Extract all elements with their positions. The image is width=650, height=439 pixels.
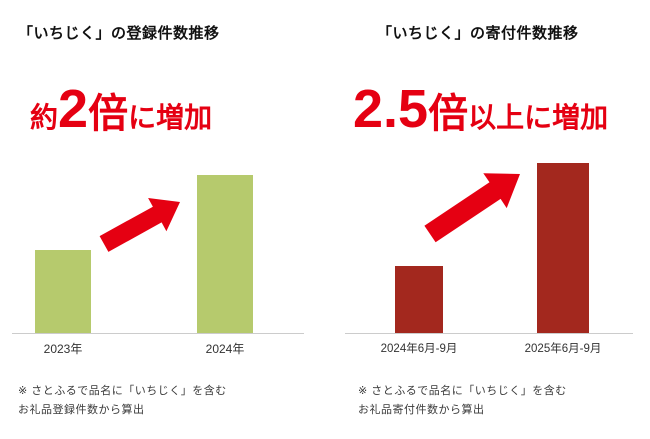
increase-headline: 約2倍に増加 xyxy=(30,82,212,136)
footnote-line: お礼品寄付件数から算出 xyxy=(358,404,485,416)
x-axis-label-2024-jun-sep: 2024年6月-9月 xyxy=(380,343,458,355)
x-axis-line xyxy=(12,333,304,334)
headline-prefix: 約 xyxy=(30,102,59,133)
footnote: ※ さとふるで品名に「いちじく」を含む お礼品登録件数から算出 xyxy=(18,382,227,420)
increase-headline: 2.5倍以上に増加 xyxy=(353,82,608,136)
donation-trend-chart: 「いちじく」の寄付件数推移 2.5倍以上に増加 2024年6月-9月 2025年… xyxy=(325,0,650,439)
footnote: ※ さとふるで品名に「いちじく」を含む お礼品寄付件数から算出 xyxy=(358,382,567,420)
x-axis-line xyxy=(345,333,633,334)
chart-title: 「いちじく」の登録件数推移 xyxy=(18,25,220,42)
x-axis-label-2025-jun-sep: 2025年6月-9月 xyxy=(524,343,602,355)
headline-suffix: 以上に増加 xyxy=(468,102,609,133)
bar-2023 xyxy=(35,250,91,333)
headline-multiplier: 2 xyxy=(58,79,89,139)
bar-2024-jun-sep xyxy=(395,266,443,333)
chart-title: 「いちじく」の寄付件数推移 xyxy=(377,25,579,42)
bar-2025-jun-sep xyxy=(537,163,589,333)
headline-unit: 倍 xyxy=(88,92,129,136)
headline-suffix: に増加 xyxy=(128,102,213,133)
registration-trend-chart: 「いちじく」の登録件数推移 約2倍に増加 2023年 2024年 ※ さとふるで… xyxy=(12,25,304,420)
x-axis-label-2023: 2023年 xyxy=(43,342,83,356)
headline-multiplier: 2.5 xyxy=(353,79,429,139)
headline-unit: 倍 xyxy=(428,92,469,136)
x-axis-label-2024: 2024年 xyxy=(205,342,245,356)
footnote-line: ※ さとふるで品名に「いちじく」を含む xyxy=(358,385,567,397)
bar-2024 xyxy=(197,175,253,333)
increase-arrow-icon xyxy=(99,198,180,252)
footnote-line: ※ さとふるで品名に「いちじく」を含む xyxy=(18,385,227,397)
footnote-line: お礼品登録件数から算出 xyxy=(18,404,145,416)
increase-arrow-icon xyxy=(424,173,520,243)
